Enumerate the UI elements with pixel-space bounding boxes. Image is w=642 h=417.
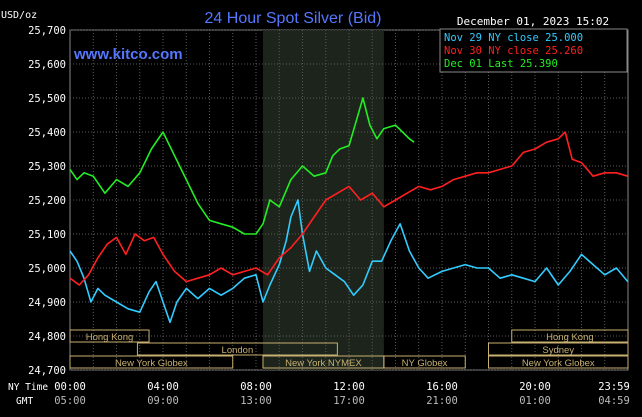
y-tick-label: 24,800 [28, 331, 66, 343]
y-tick-label: 25,000 [28, 263, 66, 275]
market-session-label: New York Globex [522, 358, 595, 369]
market-session-bar [511, 329, 629, 343]
market-session-bar [136, 342, 338, 356]
market-session-bar [383, 355, 466, 369]
market-session-label: London [222, 345, 254, 356]
market-session-bars: Hong Kong London New York Globex New York N… [69, 329, 629, 369]
x-tick-gmt: 17:00 [333, 395, 365, 407]
x-tick-gmt: 05:00 [54, 395, 86, 407]
legend-box [439, 28, 628, 73]
x-tick-ny: 08:00 [240, 381, 272, 393]
market-session-bar [488, 355, 629, 369]
nymex-session-shade [262, 30, 384, 370]
legend-item-dec01: Dec 01 Last 25.390 [444, 58, 558, 70]
series-lines [69, 97, 629, 324]
x-tick-ny: 12:00 [333, 381, 365, 393]
legend: Nov 29 NY close 25.000 Nov 30 NY close 2… [439, 28, 628, 73]
market-session-bar [488, 342, 629, 356]
market-session-label: New York Globex [115, 358, 188, 369]
y-tick-label: 25,100 [28, 229, 66, 241]
watermark: www.kitco.com [73, 46, 183, 63]
series-line-1 [69, 131, 629, 286]
y-tick-label: 24,900 [28, 297, 66, 309]
chart-title: 24 Hour Spot Silver (Bid) [205, 10, 382, 27]
market-session-label: NY Globex [402, 358, 448, 369]
chart-datetime: December 01, 2023 15:02 [457, 15, 609, 28]
y-axis-ticks: 25,700 25,600 25,500 25,400 25,300 25,200 25,1… [28, 25, 66, 377]
gmt-label: GMT [16, 396, 33, 407]
market-session-label: Sydney [542, 345, 574, 356]
x-tick-gmt: 13:00 [240, 395, 272, 407]
y-tick-label: 25,400 [28, 127, 66, 139]
y-tick-label: 25,500 [28, 93, 66, 105]
x-tick-gmt: 09:00 [147, 395, 179, 407]
x-tick-gmt: 01:00 [519, 395, 551, 407]
legend-item-nov30: Nov 30 NY close 25.260 [444, 45, 583, 57]
x-tick-ny: 00:00 [54, 381, 86, 393]
market-session-label: Hong Kong [86, 332, 134, 343]
x-tick-gmt: 04:59 [598, 395, 630, 407]
x-tick-ny: 16:00 [426, 381, 458, 393]
market-session-label: New York NYMEX [285, 358, 362, 369]
x-axis-ticks: 00:00 04:00 08:00 12:00 16:00 20:00 23:59 05:00… [54, 381, 630, 407]
x-tick-ny: 23:59 [598, 381, 630, 393]
y-tick-label: 25,700 [28, 25, 66, 37]
y-tick-label: 25,200 [28, 195, 66, 207]
series-line-0 [69, 199, 629, 324]
y-tick-label: 24,700 [28, 365, 66, 377]
market-session-label: Hong Kong [546, 332, 594, 343]
x-tick-ny: 04:00 [147, 381, 179, 393]
x-tick-ny: 20:00 [519, 381, 551, 393]
ny-time-label: NY Time [8, 382, 48, 393]
y-tick-label: 25,600 [28, 59, 66, 71]
market-session-bar [69, 329, 150, 343]
unit-label: USD/oz [1, 10, 37, 21]
legend-item-nov29: Nov 29 NY close 25.000 [444, 32, 583, 44]
series-line-2 [69, 97, 415, 235]
market-session-bar [69, 355, 234, 369]
x-tick-gmt: 21:00 [426, 395, 458, 407]
y-tick-label: 25,300 [28, 161, 66, 173]
